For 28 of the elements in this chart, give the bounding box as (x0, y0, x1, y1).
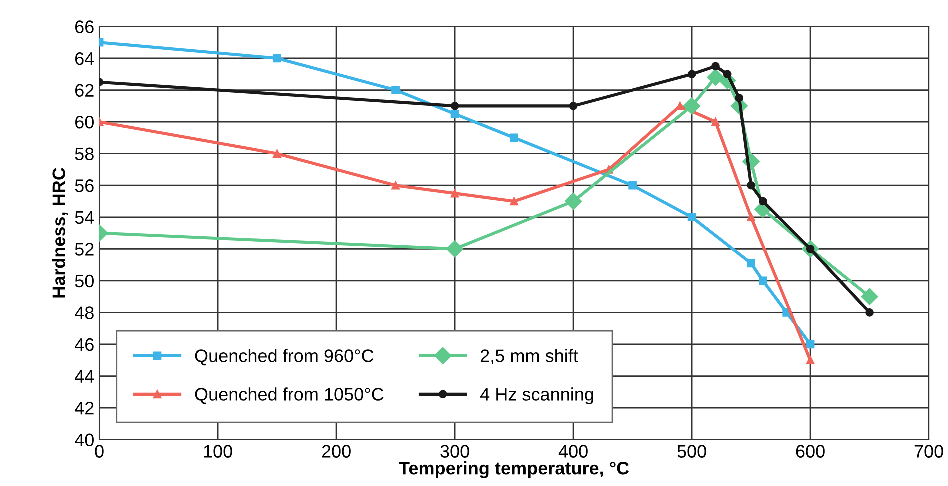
y-tick-label: 58 (75, 148, 94, 161)
x-tick-label: 700 (914, 445, 944, 458)
x-tick-label: 400 (558, 445, 588, 458)
y-tick-label: 42 (75, 402, 94, 415)
y-tick-label: 50 (75, 274, 94, 288)
x-tick-label: 300 (440, 445, 470, 458)
y-tick-label: 64 (76, 52, 94, 66)
x-tick-label: 0 (95, 445, 104, 458)
legend-label: Quenched from 960°C (195, 349, 374, 366)
y-tick-label: 62 (76, 84, 94, 98)
y-axis-title: Hardness, HRC (52, 168, 68, 298)
y-tick-label: 46 (75, 338, 94, 352)
y-tick-label: 52 (75, 243, 94, 256)
y-tick-label: 48 (75, 306, 94, 320)
y-tick-label: 56 (75, 180, 94, 192)
x-axis-title: Tempering temperature, °C (399, 462, 630, 478)
x-tick-label: 500 (678, 445, 706, 458)
y-tick-label: 54 (75, 212, 94, 224)
y-tick-label: 60 (76, 116, 94, 129)
x-tick-label: 100 (204, 445, 232, 458)
legend-label: 4 Hz scanning (480, 388, 594, 404)
y-tick-label: 40 (75, 434, 94, 447)
y-tick-label: 66 (76, 20, 94, 34)
y-tick-label: 44 (75, 370, 94, 383)
legend-label: 2,5 mm shift (480, 349, 578, 365)
x-tick-label: 200 (322, 445, 351, 458)
x-tick-label: 600 (796, 445, 825, 458)
legend-label: Quenched from 1050°C (195, 388, 384, 404)
